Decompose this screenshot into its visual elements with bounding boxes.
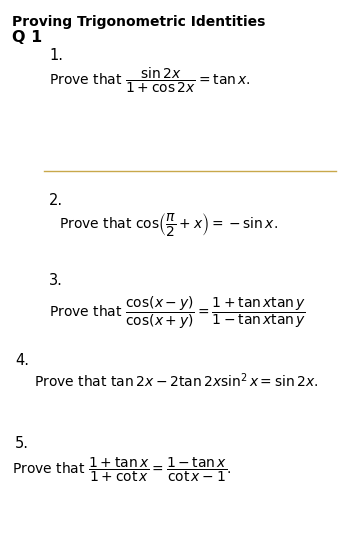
- Text: 2.: 2.: [49, 193, 63, 208]
- Text: Prove that $\tan 2x - 2\tan 2x\sin^2 x = \sin 2x.$: Prove that $\tan 2x - 2\tan 2x\sin^2 x =…: [34, 372, 318, 391]
- Text: 1.: 1.: [49, 48, 63, 63]
- Text: 4.: 4.: [15, 353, 29, 368]
- Text: 3.: 3.: [49, 273, 63, 288]
- Text: Proving Trigonometric Identities: Proving Trigonometric Identities: [12, 15, 265, 29]
- Text: 5.: 5.: [15, 436, 29, 451]
- Text: Prove that $\cos\!\left(\dfrac{\pi}{2} + x\right) = -\sin x.$: Prove that $\cos\!\left(\dfrac{\pi}{2} +…: [59, 211, 278, 238]
- Text: Q 1: Q 1: [12, 30, 42, 45]
- Text: Prove that $\dfrac{1 + \tan x}{1 + \cot x} = \dfrac{1 - \tan x}{\cot x - 1}.$: Prove that $\dfrac{1 + \tan x}{1 + \cot …: [12, 456, 232, 484]
- Text: Prove that $\dfrac{\cos(x - y)}{\cos(x + y)} = \dfrac{1 + \tan x\tan y}{1 - \tan: Prove that $\dfrac{\cos(x - y)}{\cos(x +…: [49, 294, 306, 331]
- Text: Prove that $\dfrac{\sin 2x}{1 + \cos 2x} = \tan x.$: Prove that $\dfrac{\sin 2x}{1 + \cos 2x}…: [49, 65, 251, 95]
